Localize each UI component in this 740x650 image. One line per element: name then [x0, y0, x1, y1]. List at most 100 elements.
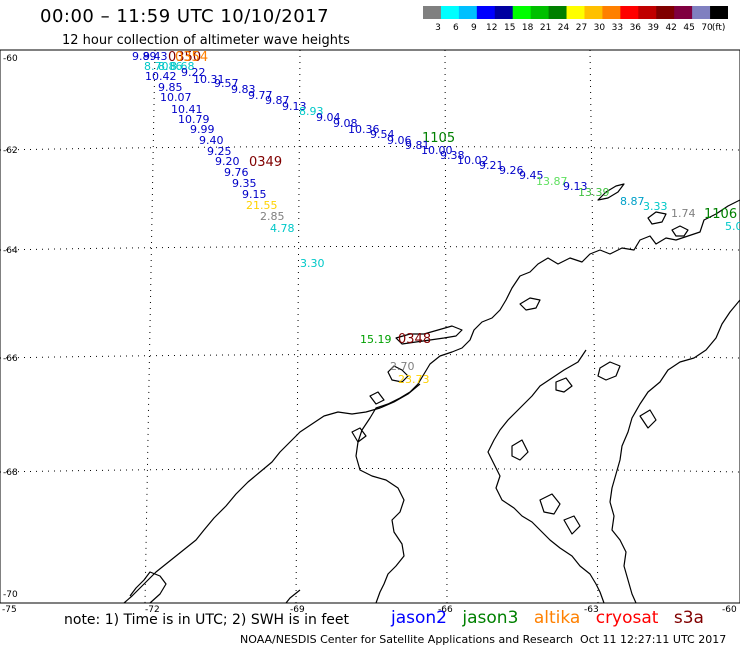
obs-label: 10.07: [160, 91, 192, 104]
legend-label: 42: [665, 23, 676, 32]
lon-label: -69: [290, 605, 305, 615]
legend-label: 9: [471, 23, 477, 32]
graticule: [0, 49, 740, 604]
obs-label: 9.38: [440, 149, 465, 162]
legend-label: 21: [540, 23, 551, 32]
obs-label: 9.22: [181, 66, 206, 79]
obs-label: 8.70: [144, 60, 169, 73]
obs-label: 9.81: [405, 139, 430, 152]
obs-label: 2.70: [390, 360, 415, 373]
lat-label: -68: [3, 468, 18, 478]
wave-height-observations: 9.89 9.43 0350 0354 8.70 8.86 8.68 9.22 …: [132, 50, 740, 386]
legend-swatch: [638, 6, 657, 19]
lat-label: -60: [3, 54, 18, 64]
legend-swatch: [476, 6, 496, 19]
obs-label: 10.02: [457, 154, 489, 167]
legend-swatch: [692, 6, 711, 19]
obs-label: 9.76: [224, 166, 249, 179]
map-title: 00:00 – 11:59 UTC 10/10/2017: [40, 6, 330, 27]
legend-swatch: [710, 6, 728, 19]
legend-label: 24: [558, 23, 570, 32]
obs-label: 9.13: [563, 180, 588, 193]
lat-label: -70: [3, 590, 18, 600]
legend-swatch: [602, 6, 621, 19]
legend-label: 30: [594, 23, 606, 32]
legend-label: 12: [486, 23, 497, 32]
obs-label: 10.41: [171, 103, 203, 116]
map-subtitle: 12 hour collection of altimeter wave hei…: [62, 33, 350, 48]
legend-label: 39: [648, 23, 660, 32]
obs-label: 9.40: [199, 134, 224, 147]
legend-label: 45: [683, 23, 694, 32]
legend-swatch: [674, 6, 693, 19]
satellite-legend: jason2 jason3 altika cryosat s3a: [391, 608, 714, 628]
obs-label: 9.06: [387, 134, 412, 147]
obs-label: 9.15: [242, 188, 267, 201]
obs-label: 4.78: [270, 222, 295, 235]
obs-label: 21.55: [246, 199, 278, 212]
lat-label: -66: [3, 354, 18, 364]
legend-swatch: [620, 6, 639, 19]
obs-label: 9.85: [158, 81, 183, 94]
lon-label: -72: [145, 605, 160, 615]
obs-label: 10.79: [178, 113, 210, 126]
legend-swatch: [494, 6, 514, 19]
obs-label: 3.30: [300, 257, 325, 270]
obs-label: 13.87: [536, 175, 568, 188]
legend-label: 70: [701, 23, 713, 32]
lon-labels: -75 -72 -69 -66 -63 -60: [2, 605, 737, 615]
obs-label: 0350: [168, 50, 201, 65]
obs-label: 1.74: [671, 207, 696, 220]
satellite-jason2: jason2: [391, 608, 447, 628]
lat-label: -62: [3, 146, 18, 156]
obs-label: 9.54: [370, 128, 395, 141]
legend-swatch: [440, 6, 460, 19]
legend-label: 27: [576, 23, 587, 32]
obs-label: 3.33: [643, 200, 668, 213]
obs-label: 10.31: [193, 73, 225, 86]
obs-label: 8.93: [299, 105, 324, 118]
obs-label: 9.43: [143, 50, 168, 63]
obs-label: 0349: [249, 155, 282, 170]
legend-label: 3: [435, 23, 441, 32]
footer-note: note: 1) Time is in UTC; 2) SWH is in fe…: [64, 612, 350, 628]
color-legend: 3 6 9 12 15 18 21 24 27 30 33 36 39 42 45 70 (ft): [423, 6, 728, 32]
legend-label: 36: [630, 23, 642, 32]
obs-label: 2.85: [260, 210, 285, 223]
legend-swatch: [566, 6, 585, 19]
obs-label: 9.04: [316, 111, 341, 124]
obs-label: 0348: [398, 332, 431, 347]
obs-label: 9.83: [231, 83, 256, 96]
legend-label: (ft): [712, 23, 726, 32]
obs-label: 8.68: [170, 60, 195, 73]
obs-label: 9.21: [479, 159, 504, 172]
obs-label: 9.08: [333, 117, 358, 130]
coastline: [123, 183, 740, 604]
obs-label: 15.19: [360, 333, 392, 346]
legend-label: 15: [504, 23, 515, 32]
legend-swatch: [548, 6, 568, 19]
lon-label: -75: [2, 605, 17, 615]
lon-label: -60: [722, 605, 737, 615]
obs-label: 9.87: [265, 94, 290, 107]
obs-label: 9.13: [282, 100, 307, 113]
obs-label: 9.20: [215, 155, 240, 168]
generated-timestamp: Oct 11 12:27:11 UTC 2017: [580, 633, 727, 646]
obs-label: 5.0: [725, 220, 740, 233]
obs-label: 9.77: [248, 89, 273, 102]
obs-label: 9.45: [519, 169, 544, 182]
credit-line: NOAA/NESDIS Center for Satellite Applica…: [240, 633, 574, 646]
map-frame: [0, 49, 740, 604]
satellite-altika: altika: [533, 608, 581, 628]
legend-swatch: [530, 6, 550, 19]
obs-label: 10.36: [348, 123, 380, 136]
obs-label: 9.26: [499, 164, 524, 177]
obs-label: 10.00: [421, 144, 453, 157]
obs-label: 9.35: [232, 177, 257, 190]
legend-swatch: [584, 6, 603, 19]
obs-label: 1106: [704, 207, 737, 222]
legend-swatch: [423, 6, 442, 19]
obs-label: 9.89: [132, 50, 157, 63]
obs-label: 10.42: [145, 70, 177, 83]
